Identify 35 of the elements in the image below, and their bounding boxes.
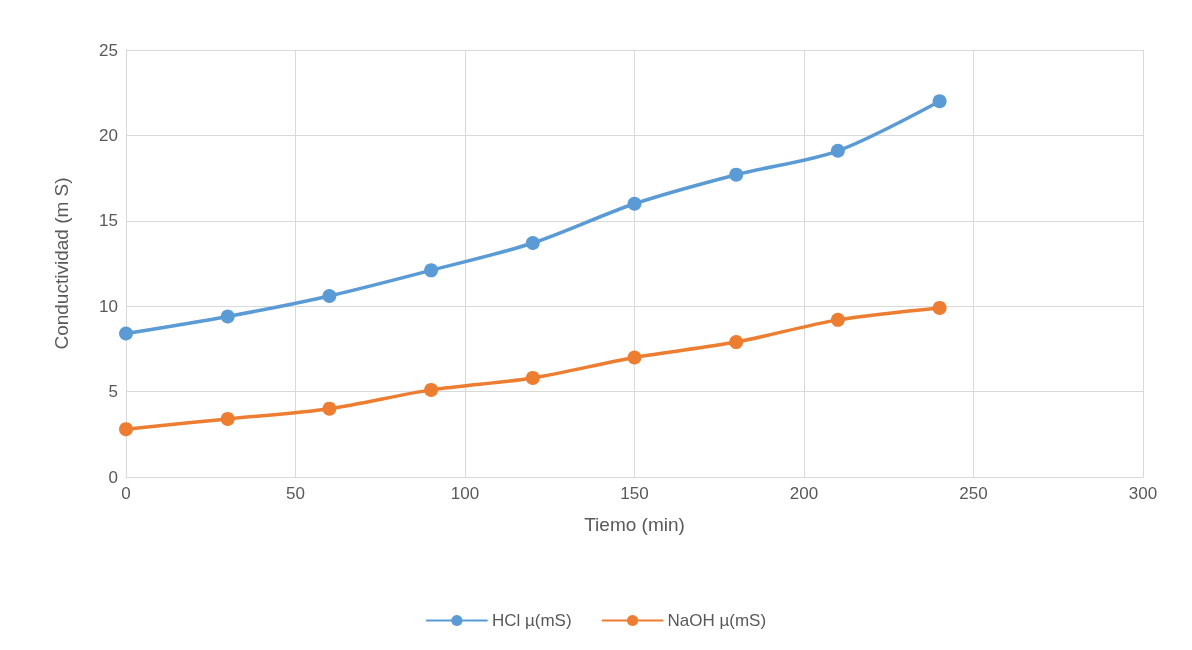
point xyxy=(322,288,337,303)
x-tick-label: 0 xyxy=(121,484,131,503)
point xyxy=(119,326,133,341)
point xyxy=(525,370,540,385)
x-tick-label: 200 xyxy=(789,484,819,503)
y-axis-title: Conductividad (m S) xyxy=(51,177,72,350)
y-tick-label: 10 xyxy=(99,296,118,316)
point xyxy=(830,312,845,327)
point xyxy=(932,94,947,109)
point xyxy=(525,236,540,250)
y-tick-label: 5 xyxy=(108,382,118,402)
point xyxy=(932,300,947,315)
x-tick-label: 100 xyxy=(450,484,480,503)
x-tick-label: 150 xyxy=(620,484,649,503)
point xyxy=(322,401,337,416)
x-tick-label: 50 xyxy=(286,484,305,503)
point xyxy=(627,196,642,211)
y-tick-label: 20 xyxy=(99,125,118,145)
x-axis-title: Tiemo (min) xyxy=(584,514,685,535)
y-tick-label: 0 xyxy=(108,467,118,487)
x-tick-label: 250 xyxy=(959,484,988,503)
point xyxy=(424,382,439,397)
legend-label: HCl µ(mS) xyxy=(491,611,572,630)
point xyxy=(220,309,235,324)
legend-label: NaOH µ(mS) xyxy=(667,611,767,630)
point xyxy=(729,167,744,182)
point xyxy=(220,411,235,426)
point xyxy=(729,335,744,350)
point xyxy=(119,422,133,437)
y-tick-label: 15 xyxy=(99,211,118,231)
point xyxy=(830,143,845,158)
y-tick-label: 25 xyxy=(99,40,118,60)
x-tick-label: 300 xyxy=(1128,484,1158,503)
point xyxy=(627,350,642,365)
point xyxy=(424,263,439,278)
